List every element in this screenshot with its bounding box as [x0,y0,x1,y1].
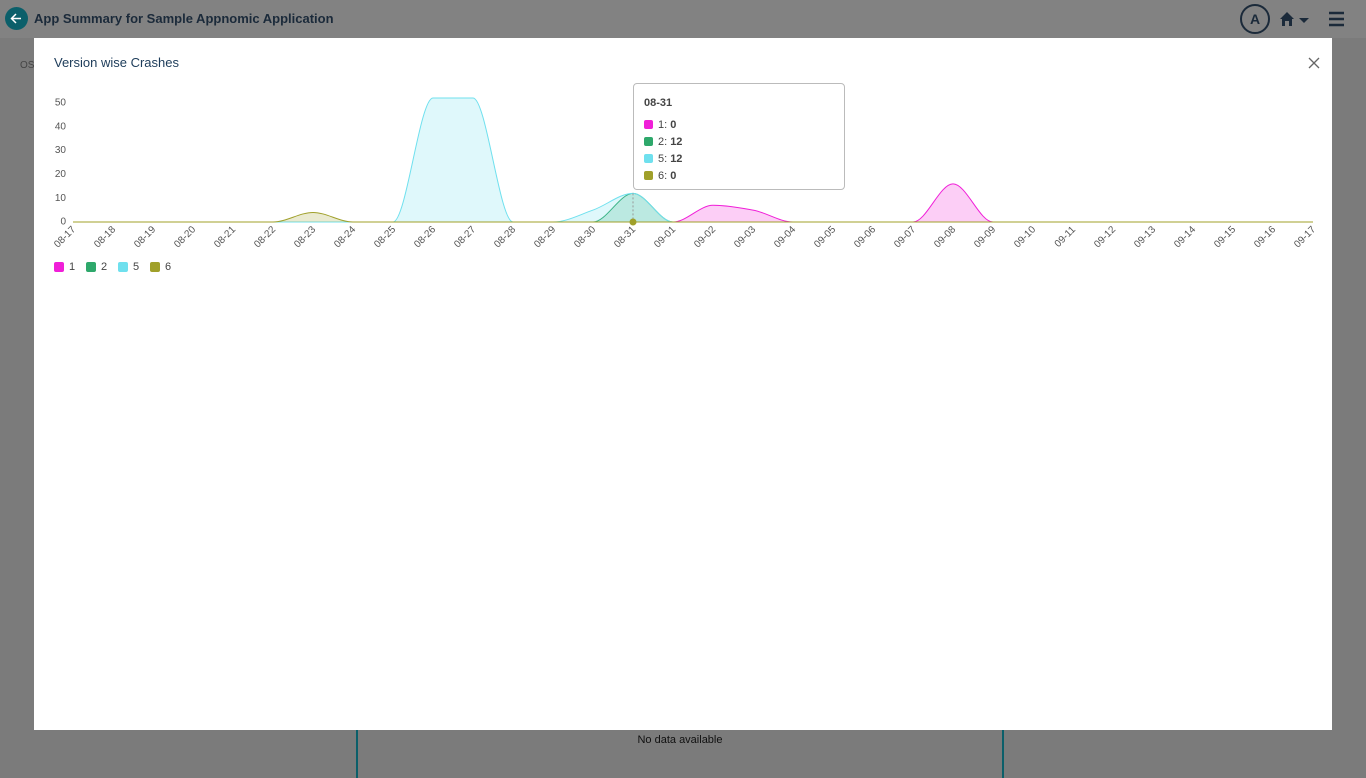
y-tick-label: 50 [55,97,67,108]
x-tick-label: 09-04 [772,224,798,250]
x-tick-label: 09-05 [812,224,838,250]
legend-item[interactable]: 2 [86,261,107,273]
x-tick-label: 09-16 [1252,224,1278,250]
tooltip-row: 60 [644,170,676,182]
x-tick-label: 08-27 [452,224,478,250]
x-tick-label: 08-26 [412,224,438,250]
legend-swatch [86,262,96,272]
x-tick-label: 08-21 [212,224,238,250]
close-button[interactable] [1307,56,1321,70]
series-area [73,212,1313,222]
x-tick-label: 08-24 [332,224,358,250]
empty-message: No data available [637,734,723,746]
tooltip-row: 212 [644,136,682,148]
tooltip-swatch [644,154,653,163]
x-tick-label: 09-10 [1012,224,1038,250]
y-tick-label: 20 [55,169,67,180]
x-tick-label: 09-12 [1092,224,1118,250]
back-icon [10,13,21,24]
x-tick-label: 09-14 [1172,224,1198,250]
hover-dot [629,218,637,226]
x-tick-label: 09-17 [1292,224,1318,250]
x-tick-label: 08-25 [372,224,398,250]
x-tick-label: 09-13 [1132,224,1158,250]
series-line [73,211,1313,223]
x-tick-label: 09-08 [932,224,958,250]
series-area [73,183,1313,222]
y-tick-label: 10 [55,193,67,204]
tooltip-series: 6 [658,170,667,182]
legend-swatch [54,262,64,272]
x-tick-label: 09-07 [892,224,918,250]
legend-label: 2 [101,261,107,273]
x-tick-label: 08-22 [252,224,278,250]
header: App Summary for Sample Appnomic Applicat… [0,0,1366,38]
x-tick-label: 09-02 [692,224,718,250]
hamburger-menu[interactable] [1328,11,1346,27]
tooltip-title: 08-31 [644,97,673,109]
tooltip-value: 12 [670,153,683,165]
y-tick-label: 30 [55,145,67,156]
filter-label: OS [20,60,35,71]
modal: Version wise Crashes 0 10 20 30 40 50 08-17 08-… [34,38,1332,730]
x-tick-label: 09-15 [1212,224,1238,250]
header-title: App Summary for Sample Appnomic Applicat… [34,11,334,26]
tooltip-series: 5 [658,153,667,165]
legend-item[interactable]: 6 [150,261,171,273]
x-tick-label: 08-31 [612,224,638,250]
tooltip-value: 12 [670,136,683,148]
legend-item[interactable]: 5 [118,261,139,273]
legend-label: 5 [133,261,139,273]
tooltip-value: 0 [670,170,677,182]
x-tick-label: 08-28 [492,224,518,250]
avatar[interactable]: A [1240,4,1270,34]
back-button[interactable] [5,7,28,30]
x-tick-label: 08-18 [92,224,118,250]
x-tick-label: 09-09 [972,224,998,250]
x-tick-label: 08-20 [172,224,198,250]
tooltip-swatch [644,137,653,146]
tooltip-row: 10 [644,119,676,131]
x-tick-label: 08-30 [572,224,598,250]
legend-swatch [118,262,128,272]
legend-label: 6 [165,261,171,273]
x-tick-label: 09-11 [1053,224,1079,250]
legend-label: 1 [69,261,75,273]
modal-title: Version wise Crashes [54,55,179,70]
empty-panel: No data available [356,728,1004,778]
tooltip-swatch [644,171,653,180]
tooltip-series: 2 [658,136,667,148]
tooltip: 08-311021251260 [633,83,845,190]
x-tick-label: 09-06 [852,224,878,250]
x-tick-label: 09-03 [732,224,758,250]
x-tick-label: 08-29 [532,224,558,250]
x-tick-label: 08-23 [292,224,318,250]
tooltip-swatch [644,120,653,129]
home-menu[interactable] [1278,10,1312,28]
legend-item[interactable]: 1 [54,261,75,273]
x-tick-label: 09-01 [652,224,678,250]
x-tick-label: 08-19 [132,224,158,250]
tooltip-value: 0 [670,119,677,131]
y-tick-label: 0 [60,217,66,228]
tooltip-row: 512 [644,153,682,165]
legend-swatch [150,262,160,272]
x-tick-label: 08-17 [52,224,78,250]
y-tick-label: 40 [55,121,67,132]
tooltip-series: 1 [658,119,667,131]
